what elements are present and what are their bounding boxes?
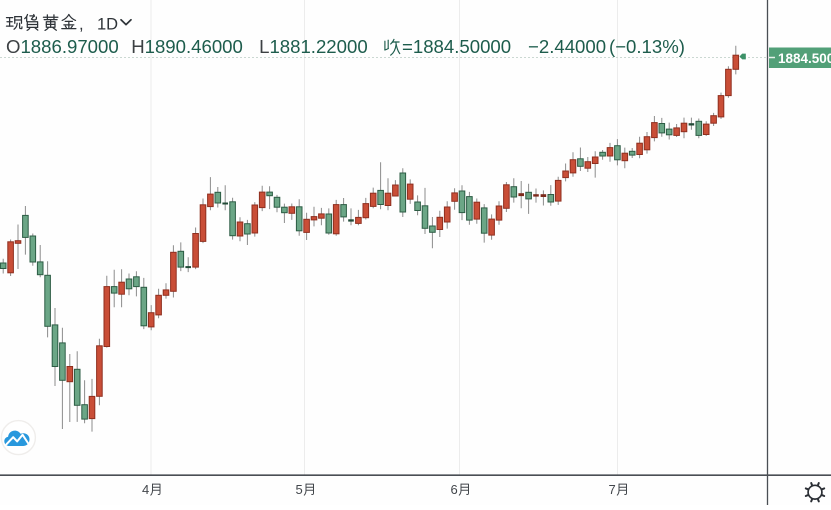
svg-text:(−0.13%): (−0.13%): [609, 36, 685, 57]
svg-text:6: 6: [451, 482, 458, 497]
svg-text:7: 7: [609, 482, 616, 497]
svg-text:−2.44000: −2.44000: [528, 36, 606, 57]
svg-text:1D: 1D: [97, 16, 118, 34]
svg-text:O1886.97000: O1886.97000: [6, 36, 119, 57]
svg-text:=1884.50000: =1884.50000: [402, 36, 511, 57]
svg-text:H1890.46000: H1890.46000: [131, 36, 243, 57]
svg-text:,: ,: [79, 16, 84, 34]
svg-text:L1881.22000: L1881.22000: [259, 36, 368, 57]
svg-text:4: 4: [142, 482, 149, 497]
svg-text:1884.50000: 1884.50000: [778, 51, 831, 66]
svg-text:5: 5: [296, 482, 303, 497]
